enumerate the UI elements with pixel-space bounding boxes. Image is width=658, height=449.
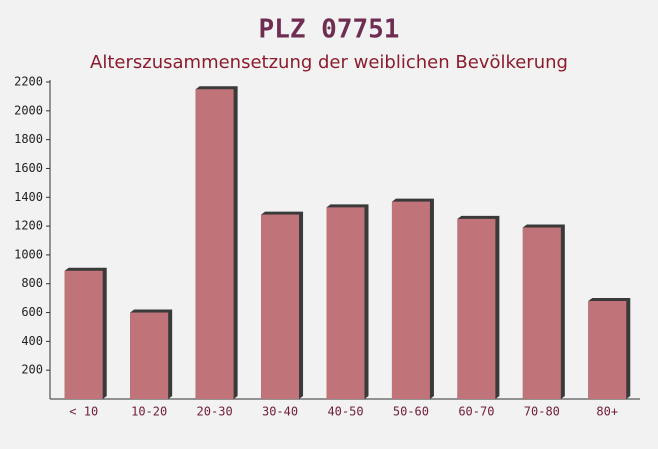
bar: [64, 270, 103, 399]
bar: [326, 207, 365, 399]
y-tick-label: 600: [21, 305, 43, 319]
y-tick-label: 400: [21, 334, 43, 348]
y-tick-label: 2000: [14, 103, 43, 117]
x-tick-label: 10-20: [131, 405, 167, 419]
y-tick-label: 800: [21, 276, 43, 290]
x-tick-label: 30-40: [262, 405, 298, 419]
chart-title: PLZ 07751: [259, 15, 400, 45]
x-tick-label: 40-50: [327, 405, 363, 419]
bar: [391, 201, 430, 399]
x-tick-label: 80+: [596, 405, 618, 419]
chart-subtitle: Alterszusammensetzung der weiblichen Bev…: [90, 52, 568, 73]
y-tick-label: 2200: [14, 75, 43, 89]
y-tick-label: 1000: [14, 247, 43, 261]
bar: [261, 214, 300, 399]
x-tick-label: 60-70: [458, 405, 494, 419]
x-tick-label: 50-60: [393, 405, 429, 419]
y-tick-label: 1200: [14, 219, 43, 233]
x-tick-label: 70-80: [524, 405, 560, 419]
bar: [522, 227, 561, 399]
y-tick-label: 200: [21, 363, 43, 377]
bar: [195, 89, 234, 400]
y-tick-label: 1400: [14, 190, 43, 204]
x-tick-label: < 10: [69, 405, 98, 419]
x-tick-label: 20-30: [197, 405, 233, 419]
bar: [588, 301, 627, 399]
bar: [130, 312, 169, 399]
bar: [457, 218, 496, 399]
y-tick-label: 1600: [14, 161, 43, 175]
y-tick-label: 1800: [14, 132, 43, 146]
